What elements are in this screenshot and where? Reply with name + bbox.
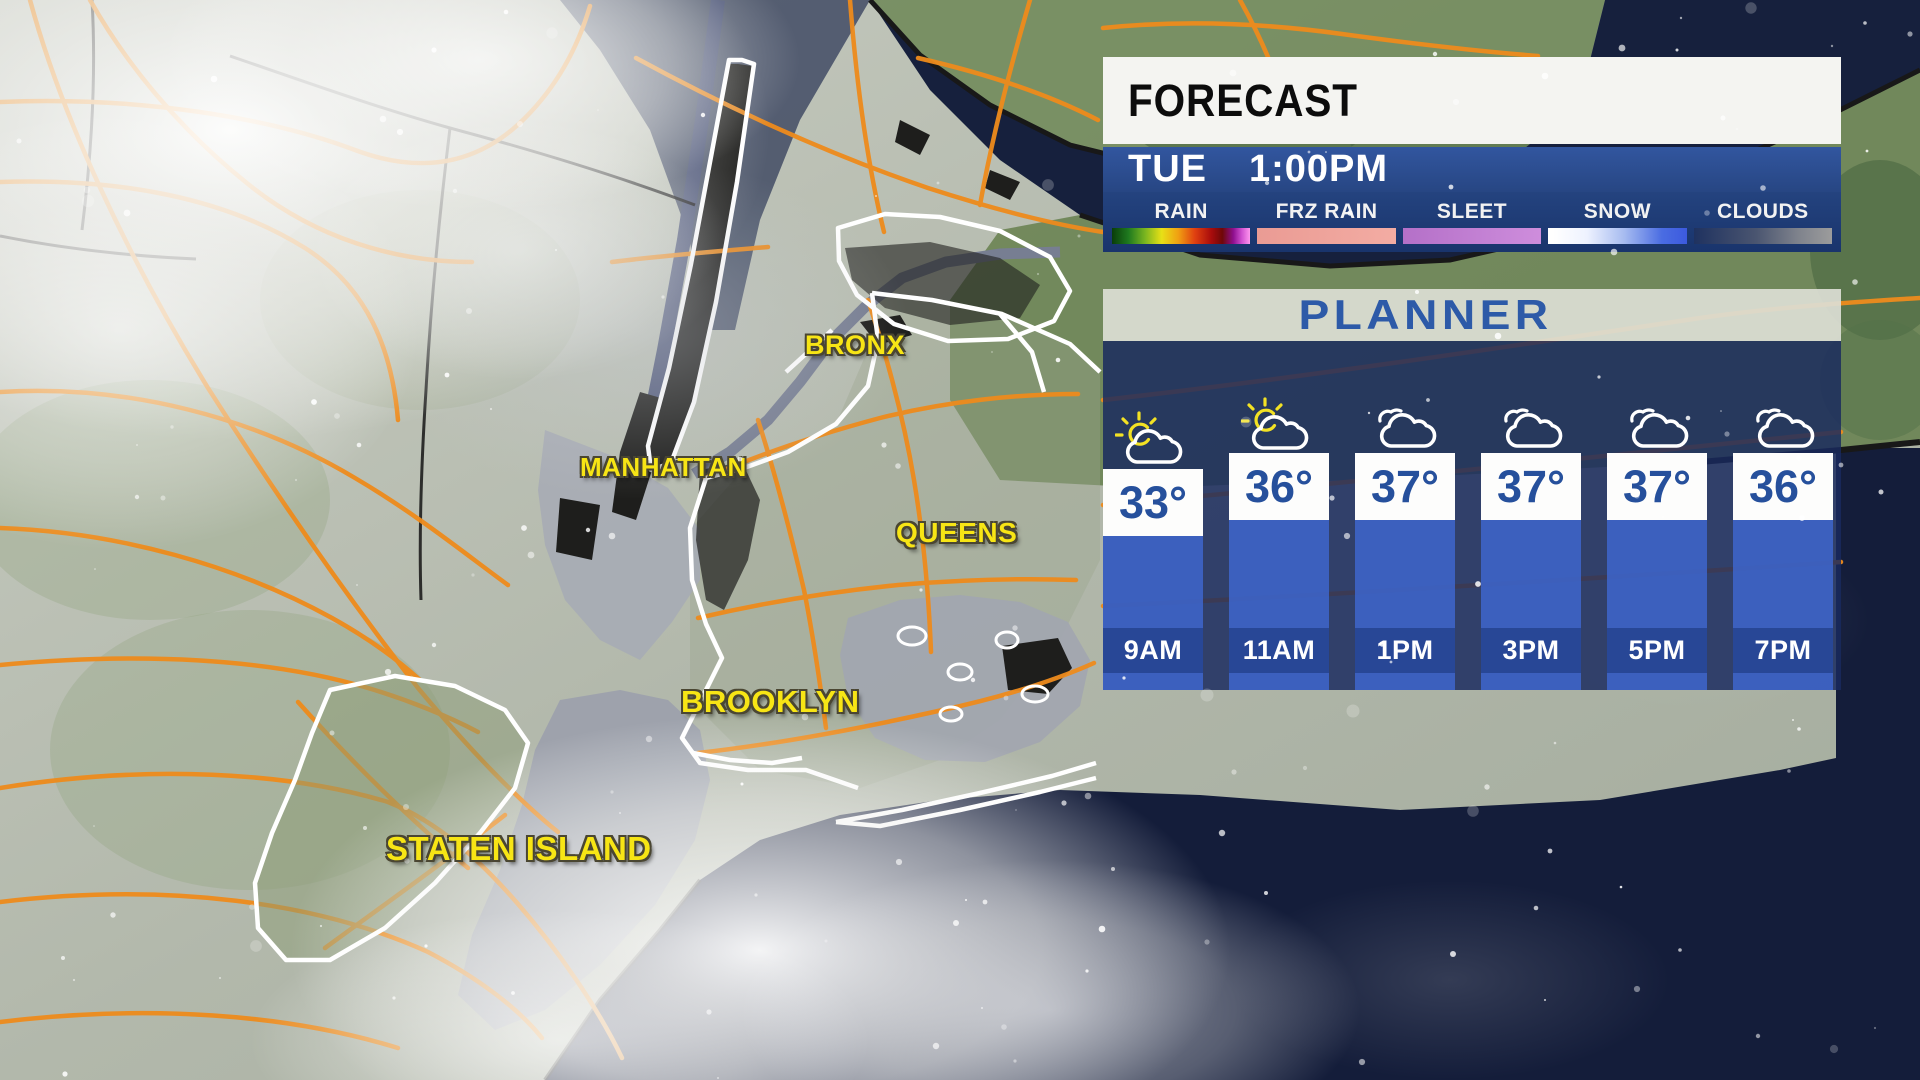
sleet-color-scale [1402, 228, 1542, 244]
cloudy-icon [1619, 396, 1695, 454]
planner-hour-column: 33° 9AM [1103, 341, 1203, 690]
hour-time-label: 7PM [1733, 628, 1833, 673]
temperature-box: 37° [1607, 453, 1707, 520]
planner-hour-column: 37° 1PM [1355, 341, 1455, 690]
valid-time-bar: TUE 1:00PM [1103, 147, 1841, 192]
hour-time-label: 9AM [1103, 628, 1203, 673]
forecast-panel: FORECAST TUE 1:00PM RAIN FRZ RAIN SLEET … [1103, 57, 1841, 690]
legend-frz-rain: FRZ RAIN [1257, 197, 1396, 252]
cloudy-icon [1367, 396, 1443, 454]
hour-time-label: 3PM [1481, 628, 1581, 673]
forecast-title-bar: FORECAST [1103, 57, 1841, 144]
legend-snow: SNOW [1548, 197, 1687, 252]
label-staten-island: STATEN ISLAND [386, 830, 652, 867]
temperature-box: 33° [1103, 469, 1203, 536]
cloudy-icon [1493, 396, 1569, 454]
temperature-box: 36° [1229, 453, 1329, 520]
frz-rain-color-scale [1257, 228, 1396, 244]
partly-sunny-icon [1241, 396, 1317, 454]
ocean-right [1836, 448, 1920, 1080]
fog-overlay [0, 0, 1870, 1080]
planner-hour-column: 37° 3PM [1481, 341, 1581, 690]
temperature-box: 37° [1481, 453, 1581, 520]
legend-clouds: CLOUDS [1693, 197, 1833, 252]
label-bronx: BRONX [805, 330, 906, 360]
hour-time-label: 5PM [1607, 628, 1707, 673]
partly-sunny-icon [1115, 410, 1191, 468]
planner-hours: 33° 9AM 36° 11AM 37° 1PM 37° 3PM [1103, 341, 1841, 690]
planner-title: PLANNER [1298, 291, 1554, 338]
hour-time-label: 11AM [1229, 628, 1329, 673]
label-queens: QUEENS [896, 517, 1018, 548]
temperature-box: 36° [1733, 453, 1833, 520]
panel-gap [1103, 252, 1841, 289]
clouds-color-scale [1693, 228, 1833, 244]
planner-hour-column: 37° 5PM [1607, 341, 1707, 690]
planner-title-bar: PLANNER [1103, 289, 1841, 341]
legend-rain: RAIN [1112, 197, 1251, 252]
precip-legend: RAIN FRZ RAIN SLEET SNOW CLOUDS [1103, 192, 1841, 252]
forecast-title: FORECAST [1128, 74, 1358, 126]
hour-time-label: 1PM [1355, 628, 1455, 673]
legend-sleet: SLEET [1402, 197, 1542, 252]
cloudy-icon [1745, 396, 1821, 454]
temperature-box: 37° [1355, 453, 1455, 520]
label-manhattan: MANHATTAN [580, 452, 747, 482]
label-brooklyn: BROOKLYN [681, 684, 860, 719]
planner-hour-column: 36° 7PM [1733, 341, 1833, 690]
forecast-day: TUE [1128, 148, 1207, 190]
rain-color-scale [1112, 228, 1251, 244]
forecast-time: 1:00PM [1249, 148, 1389, 190]
snow-color-scale [1548, 228, 1687, 244]
planner-hour-column: 36° 11AM [1229, 341, 1329, 690]
